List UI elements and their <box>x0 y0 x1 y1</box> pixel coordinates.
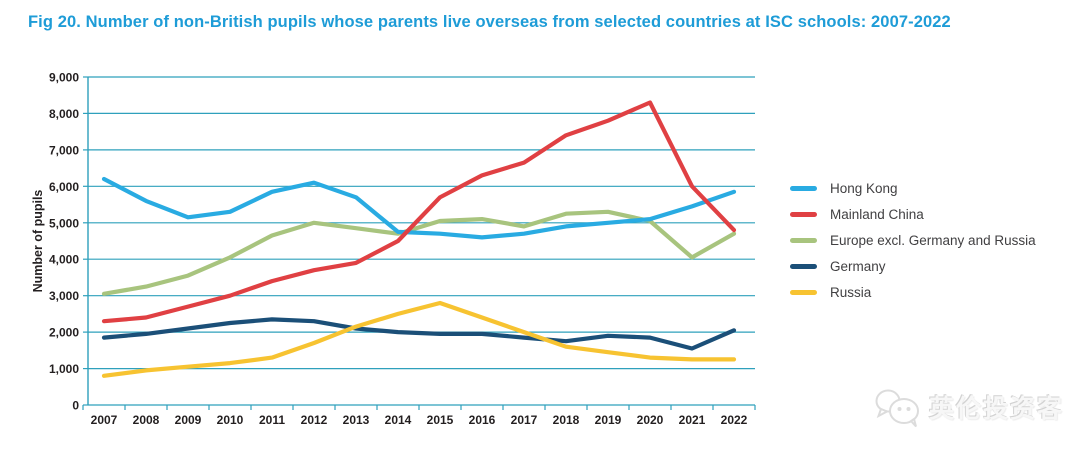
legend-swatch-icon <box>790 237 817 243</box>
legend-item: Hong Kong <box>790 179 1036 197</box>
legend-label: Germany <box>830 258 886 274</box>
y-tick-label: 6,000 <box>49 180 79 194</box>
legend-item: Germany <box>790 257 1036 275</box>
x-tick-label: 2019 <box>595 413 622 427</box>
x-tick-label: 2016 <box>469 413 496 427</box>
x-tick-label: 2010 <box>217 413 244 427</box>
y-tick-label: 9,000 <box>49 71 79 85</box>
series-line-hong-kong <box>101 176 737 240</box>
legend: Hong Kong Mainland China Europe excl. Germ… <box>790 179 1036 301</box>
series-line-germany <box>101 317 737 351</box>
series-line-russia <box>101 300 737 378</box>
series-line-mainland-china <box>101 100 737 324</box>
legend-item: Russia <box>790 283 1036 301</box>
legend-swatch-icon <box>790 289 817 295</box>
x-tick-label: 2020 <box>637 413 664 427</box>
y-tick-label: 5,000 <box>49 216 79 230</box>
x-tick-label: 2015 <box>427 413 454 427</box>
x-tick-label: 2012 <box>301 413 328 427</box>
watermark-text: 英伦投资客 <box>928 395 1064 423</box>
legend-label: Mainland China <box>830 206 924 222</box>
legend-item: Mainland China <box>790 205 1036 223</box>
legend-swatch-icon <box>790 263 817 269</box>
legend-label: Russia <box>830 284 872 300</box>
legend-swatch-icon <box>790 185 817 191</box>
y-tick-label: 2,000 <box>49 326 79 340</box>
y-tick-label: 3,000 <box>49 289 79 303</box>
x-tick-label: 2014 <box>385 413 412 427</box>
legend-label: Hong Kong <box>830 180 898 196</box>
watermark: 英伦投资客 <box>874 386 1064 428</box>
x-tick-label: 2013 <box>343 413 370 427</box>
figure-title: Fig 20. Number of non-British pupils who… <box>28 13 951 31</box>
x-tick-label: 2018 <box>553 413 580 427</box>
series-line-europe-excl-germany-and-russia <box>101 209 737 296</box>
x-tick-label: 2007 <box>91 413 118 427</box>
y-tick-label: 0 <box>72 399 79 413</box>
x-tick-label: 2011 <box>259 413 285 427</box>
y-tick-label: 4,000 <box>49 253 79 267</box>
legend-item: Europe excl. Germany and Russia <box>790 231 1036 249</box>
legend-swatch-icon <box>790 211 817 217</box>
x-tick-label: 2008 <box>133 413 160 427</box>
x-tick-label: 2021 <box>679 413 706 427</box>
wechat-icon <box>875 389 919 428</box>
y-tick-label: 1,000 <box>49 362 79 376</box>
y-tick-label: 8,000 <box>49 107 79 121</box>
legend-label: Europe excl. Germany and Russia <box>830 232 1036 248</box>
x-tick-label: 2022 <box>721 413 748 427</box>
x-tick-label: 2009 <box>175 413 202 427</box>
x-tick-label: 2017 <box>511 413 538 427</box>
y-tick-label: 7,000 <box>49 143 79 157</box>
